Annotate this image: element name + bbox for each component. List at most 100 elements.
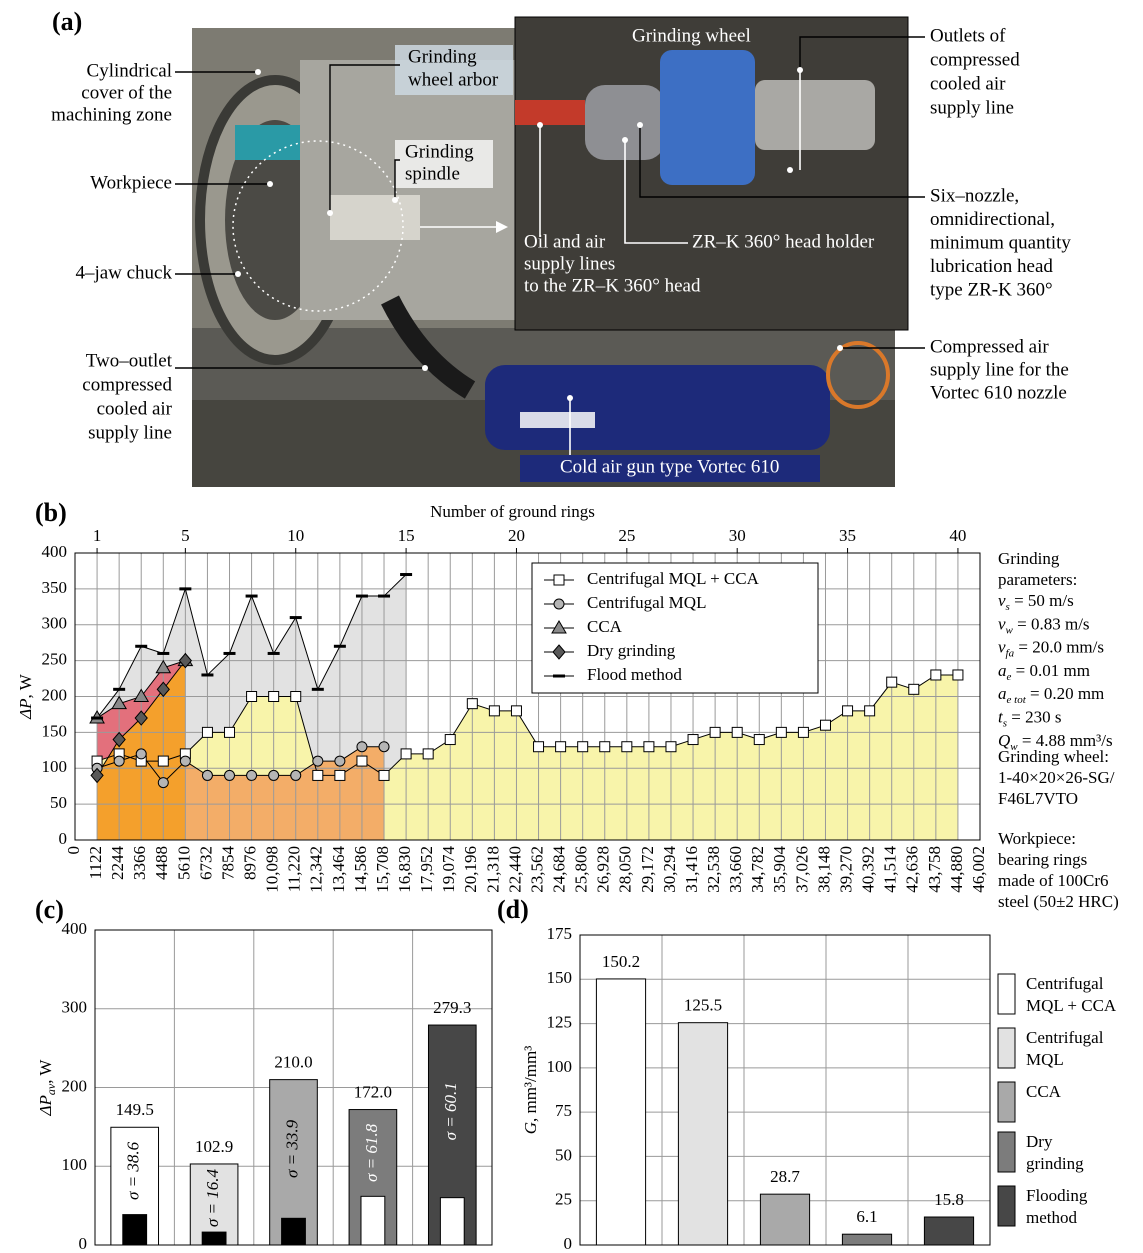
- value-label: 15.8: [934, 1190, 964, 1209]
- legend-label: Centrifugal: [1026, 1028, 1104, 1047]
- y-axis-symbol: ΔP: [16, 698, 35, 719]
- marker: [709, 726, 721, 738]
- y-axis-title: ΔP, W: [16, 673, 35, 720]
- bar: [595, 978, 647, 1246]
- marker: [268, 691, 280, 702]
- value-label: 28.7: [770, 1167, 800, 1186]
- photo-label: cooled air: [97, 398, 173, 419]
- marker: [555, 741, 567, 753]
- photo-label: 4–jaw chuck: [75, 262, 172, 283]
- value-label: 172.0: [354, 1082, 392, 1101]
- x-tick-label: 21,318: [483, 846, 502, 893]
- sigma-bar: [201, 1231, 227, 1246]
- legend-box: [531, 562, 819, 694]
- x-tick-label: 5610: [174, 846, 193, 880]
- legend-swatch: [997, 973, 1016, 1015]
- photo-label: Outlets of: [930, 25, 1006, 46]
- y-tick-label: 200: [62, 1076, 88, 1095]
- marker: [378, 769, 390, 781]
- x-tick-label: 15,708: [373, 846, 392, 893]
- marker: [111, 695, 128, 710]
- y-axis-title: G, mm³/mm³: [521, 1046, 540, 1135]
- leader-lines: [175, 36, 925, 455]
- photo-label: Cold air gun type Vortec 610: [560, 456, 779, 477]
- marker: [842, 705, 854, 717]
- bar: [269, 1079, 318, 1246]
- photo-label: Cylindrical: [87, 60, 172, 81]
- marker: [201, 769, 213, 781]
- sigma-label: σ = 60.1: [441, 1082, 460, 1140]
- marker: [731, 726, 743, 738]
- param-value: = 50 m/s: [1010, 591, 1074, 610]
- marker: [201, 726, 213, 738]
- note-text: Workpiece:: [998, 829, 1076, 848]
- marker: [112, 731, 126, 748]
- photo-label: Compressed air: [930, 336, 1049, 357]
- param-value: = 0.20 mm: [1026, 684, 1105, 703]
- y-axis-symbol: ΔP: [36, 1095, 55, 1116]
- photo-label: supply line: [88, 422, 172, 443]
- photo-label: Two–outlet: [86, 350, 173, 371]
- panel-label: (b): [35, 498, 67, 527]
- marker: [775, 726, 787, 738]
- x2-tick-label: 15: [398, 526, 415, 545]
- y-tick-label: 175: [547, 924, 573, 943]
- x-tick-label: 44,880: [947, 846, 966, 893]
- note-text: Grinding: [998, 549, 1060, 568]
- photo-label: spindle: [405, 163, 460, 184]
- grinding-parameter: ae = 0.01 mm: [998, 661, 1090, 683]
- y-tick-label: 50: [555, 1145, 572, 1164]
- panel-label: (c): [35, 895, 64, 924]
- plot-frame: [74, 552, 981, 841]
- marker: [246, 769, 258, 781]
- param-subscript: w: [1006, 624, 1014, 636]
- note-text: 1-40×20×26-SG/: [998, 768, 1115, 787]
- x-tick-label: 34,782: [748, 846, 767, 893]
- sigma-label: σ = 38.6: [124, 1141, 143, 1200]
- marker: [422, 748, 434, 760]
- note-text: steel (50±2 HRC): [998, 892, 1119, 911]
- plot-frame: [94, 929, 493, 1246]
- y-axis-symbol: G: [521, 1122, 540, 1134]
- line: [96, 674, 958, 777]
- param-value: = 4.88 mm³/s: [1018, 731, 1113, 750]
- y-axis-unit: , W: [16, 673, 35, 698]
- grinding-parameter: ae tot = 0.20 mm: [998, 684, 1104, 706]
- photo-label: machining zone: [51, 104, 172, 125]
- photo-label: omnidirectional,: [930, 209, 1055, 230]
- marker: [334, 755, 346, 767]
- grinding-parameter: vs = 50 m/s: [998, 591, 1074, 613]
- grinding-parameter: ts = 230 s: [998, 707, 1061, 729]
- y-tick-label: 100: [42, 757, 68, 776]
- marker: [553, 598, 565, 610]
- value-label: 125.5: [684, 996, 722, 1015]
- marker: [356, 741, 368, 753]
- y-tick-label: 150: [42, 721, 68, 740]
- param-symbol: v: [998, 591, 1006, 610]
- param-value: = 0.83 m/s: [1013, 614, 1090, 633]
- param-symbol: v: [998, 638, 1006, 657]
- x-tick-label: 10,098: [263, 846, 282, 893]
- photo-label: to the ZR–K 360° head: [524, 275, 701, 296]
- marker: [665, 741, 677, 753]
- param-symbol: a: [998, 684, 1007, 703]
- marker: [157, 777, 169, 789]
- sigma-label: σ = 61.8: [362, 1123, 381, 1182]
- y-tick-label: 400: [42, 542, 68, 561]
- x-tick-label: 1122: [86, 846, 105, 879]
- marker: [552, 644, 566, 660]
- legend-label: Dry grinding: [587, 641, 676, 660]
- x-tick-label: 22,440: [505, 846, 524, 893]
- marker: [378, 741, 390, 753]
- marker: [290, 769, 302, 781]
- marker: [643, 741, 655, 753]
- marker: [224, 769, 236, 781]
- note-text: made of 100Cr6: [998, 871, 1108, 890]
- legend-swatch: [997, 1027, 1016, 1069]
- marker: [444, 734, 456, 746]
- marker: [551, 620, 567, 634]
- photo: [192, 16, 909, 487]
- sigma-label: σ = 33.9: [282, 1119, 301, 1178]
- photo-label: supply lines: [524, 253, 615, 274]
- marker: [952, 669, 964, 681]
